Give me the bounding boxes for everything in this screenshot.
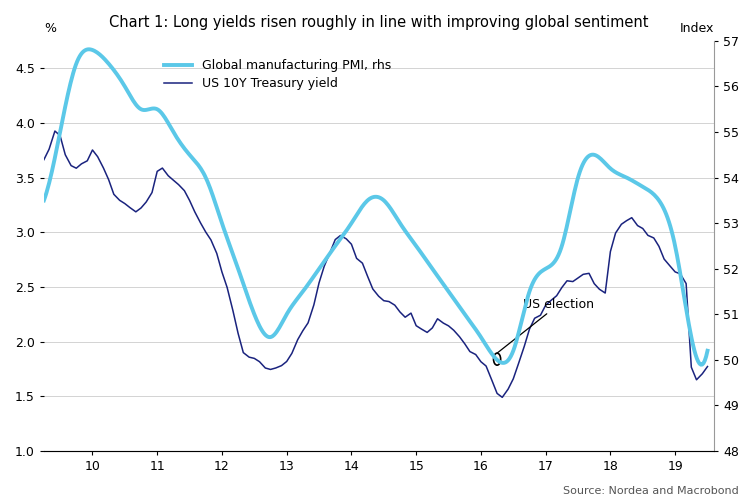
Global manufacturing PMI, rhs	[356, 206, 365, 212]
Global manufacturing PMI, rhs	[584, 153, 593, 159]
Legend: Global manufacturing PMI, rhs, US 10Y Treasury yield: Global manufacturing PMI, rhs, US 10Y Tr…	[164, 59, 391, 91]
US 10Y Treasury yield	[44, 146, 54, 152]
US 10Y Treasury yield	[39, 157, 48, 163]
Global manufacturing PMI, rhs	[703, 348, 712, 354]
US 10Y Treasury yield	[336, 233, 345, 239]
Global manufacturing PMI, rhs	[39, 197, 48, 203]
Text: Index: Index	[679, 22, 714, 35]
US 10Y Treasury yield	[239, 350, 248, 356]
Global manufacturing PMI, rhs	[84, 46, 93, 52]
Text: Source: Nordea and Macrobond: Source: Nordea and Macrobond	[563, 486, 739, 496]
Global manufacturing PMI, rhs	[697, 362, 706, 368]
Text: US election: US election	[497, 298, 594, 353]
US 10Y Treasury yield	[498, 394, 507, 400]
Global manufacturing PMI, rhs	[436, 277, 445, 283]
US 10Y Treasury yield	[703, 364, 712, 370]
US 10Y Treasury yield	[51, 128, 60, 134]
Line: Global manufacturing PMI, rhs: Global manufacturing PMI, rhs	[44, 49, 707, 365]
US 10Y Treasury yield	[88, 147, 97, 153]
Global manufacturing PMI, rhs	[688, 341, 697, 347]
Title: Chart 1: Long yields risen roughly in line with improving global sentiment: Chart 1: Long yields risen roughly in li…	[109, 15, 648, 30]
Global manufacturing PMI, rhs	[360, 201, 369, 207]
US 10Y Treasury yield	[428, 325, 437, 331]
Line: US 10Y Treasury yield: US 10Y Treasury yield	[44, 131, 707, 397]
Global manufacturing PMI, rhs	[400, 227, 409, 233]
US 10Y Treasury yield	[169, 177, 178, 183]
Text: %: %	[44, 22, 56, 35]
